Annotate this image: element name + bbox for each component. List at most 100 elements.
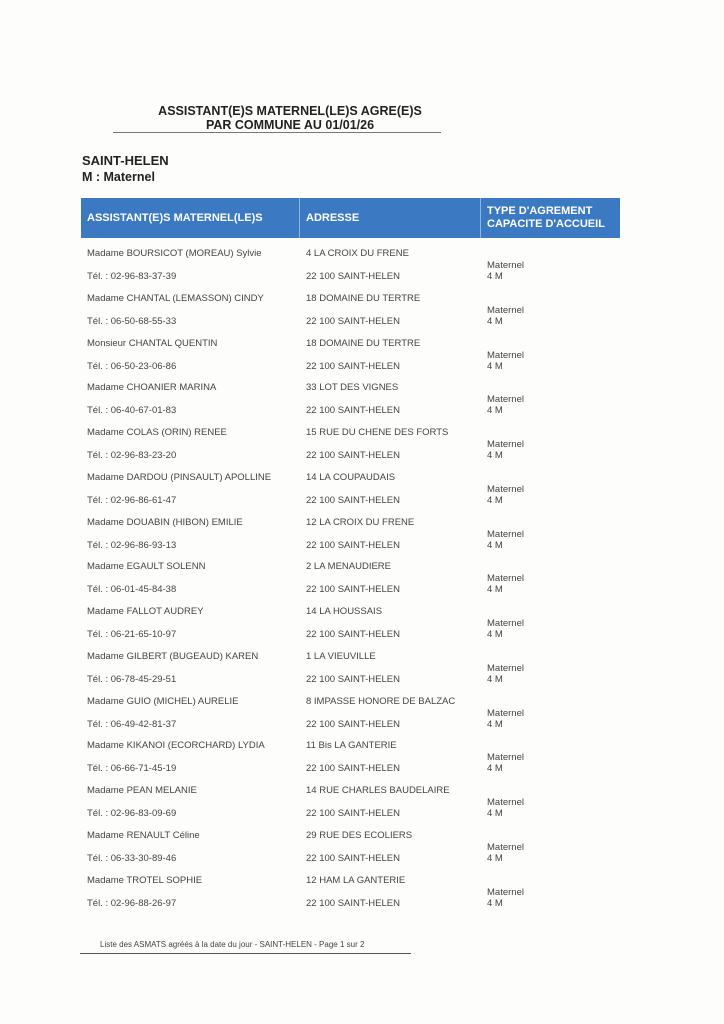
agreement-type: Maternel [487, 841, 524, 853]
assistant-phone: Tél. : 02-96-86-61-47 [87, 494, 177, 506]
address-city: 22 100 SAINT-HELEN [306, 718, 400, 730]
table-row: Madame KIKANOI (ECORCHARD) LYDIA Tél. : 0… [81, 737, 620, 781]
agreement-type: Maternel [487, 439, 524, 450]
table-row: Madame DARDOU (PINSAULT) APOLLINE Tél. : … [81, 469, 620, 513]
assistant-name: Madame CHOANIER MARINA [87, 382, 217, 394]
address-city: 22 100 SAINT-HELEN [306, 405, 400, 417]
table-row: Madame DOUABIN (HIBON) EMILIE Tél. : 02-9… [81, 514, 620, 558]
address-street: 11 Bis LA GANTERIE [306, 740, 397, 752]
address-street: 2 LA MENAUDIERE [306, 561, 391, 573]
address-street: 12 HAM LA GANTERIE [306, 874, 406, 886]
address-street: 18 DOMAINE DU TERTRE [306, 337, 421, 349]
assistant-name: Madame BOURSICOT (MOREAU) Sylvie [87, 248, 262, 259]
address-street: 4 LA CROIX DU FRENE [306, 248, 409, 259]
document-title-line1: ASSISTANT(E)S MATERNEL(LE)S AGRE(E)S [158, 104, 422, 118]
agreement-type: Maternel [487, 304, 524, 316]
assistant-phone: Tél. : 06-40-67-01-83 [87, 405, 177, 417]
assistant-name: Madame TROTEL SOPHIE [87, 874, 203, 886]
table-row: Madame EGAULT SOLENN Tél. : 06-01-45-84-3… [81, 558, 620, 602]
reception-capacity: 4 M [487, 450, 503, 461]
assistant-phone: Tél. : 02-96-83-23-20 [87, 450, 177, 461]
agreement-type: Maternel [487, 618, 524, 629]
table-row: Madame BOURSICOT (MOREAU) Sylvie Tél. : 0… [81, 245, 620, 289]
address-city: 22 100 SAINT-HELEN [306, 271, 400, 282]
assistant-phone: Tél. : 06-50-23-06-86 [87, 360, 177, 372]
assistant-name: Monsieur CHANTAL QUENTIN [87, 337, 218, 349]
address-street: 18 DOMAINE DU TERTRE [306, 292, 421, 304]
column-header-type: TYPE D'AGREMENT [487, 205, 593, 217]
assistant-name: Madame FALLOT AUDREY [87, 606, 204, 617]
address-city: 22 100 SAINT-HELEN [306, 584, 400, 596]
address-street: 14 LA HOUSSAIS [306, 606, 383, 617]
assistant-name: Madame PEAN MELANIE [87, 785, 197, 796]
assistant-phone: Tél. : 02-96-83-09-69 [87, 808, 177, 819]
agreement-type: Maternel [487, 797, 524, 808]
assistant-name: Madame COLAS (ORIN) RENEE [87, 427, 227, 438]
address-street: 29 RUE DES ECOLIERS [306, 829, 413, 841]
table-row: Madame GUIO (MICHEL) AURELIE Tél. : 06-49… [81, 693, 620, 737]
address-city: 22 100 SAINT-HELEN [306, 494, 400, 506]
assistant-phone: Tél. : 06-33-30-89-46 [87, 852, 177, 864]
assistant-phone: Tél. : 06-50-68-55-33 [87, 315, 177, 327]
column-header-address: ADRESSE [300, 198, 481, 238]
page-footer: Liste des ASMATS agréés à la date du jou… [100, 940, 365, 949]
agreement-type: Maternel [487, 886, 524, 898]
agreement-type: Maternel [487, 573, 524, 585]
address-street: 1 LA VIEUVILLE [306, 650, 376, 662]
reception-capacity: 4 M [487, 271, 503, 282]
assistant-phone: Tél. : 06-66-71-45-19 [87, 763, 177, 775]
reception-capacity: 4 M [487, 539, 503, 551]
agreement-type: Maternel [487, 483, 524, 495]
commune-name: SAINT-HELEN [82, 153, 169, 168]
assistant-phone: Tél. : 02-96-83-37-39 [87, 271, 177, 282]
column-header-type-capacity: TYPE D'AGREMENT CAPACITE D'ACCUEIL [481, 198, 620, 238]
reception-capacity: 4 M [487, 718, 503, 730]
table-header: ASSISTANT(E)S MATERNEL(LE)S ADRESSE TYPE… [81, 198, 620, 238]
agreement-type: Maternel [487, 394, 524, 406]
reception-capacity: 4 M [487, 673, 503, 685]
table-row: Madame COLAS (ORIN) RENEE Tél. : 02-96-83… [81, 424, 620, 468]
address-city: 22 100 SAINT-HELEN [306, 450, 400, 461]
column-header-capacity: CAPACITE D'ACCUEIL [487, 218, 605, 230]
assistant-phone: Tél. : 06-78-45-29-51 [87, 673, 177, 685]
reception-capacity: 4 M [487, 897, 503, 909]
table-row: Madame FALLOT AUDREY Tél. : 06-21-65-10-9… [81, 603, 620, 647]
assistant-name: Madame CHANTAL (LEMASSON) CINDY [87, 292, 264, 304]
reception-capacity: 4 M [487, 629, 503, 640]
title-underline [113, 132, 441, 133]
reception-capacity: 4 M [487, 763, 503, 775]
assistant-phone: Tél. : 06-21-65-10-97 [87, 629, 177, 640]
reception-capacity: 4 M [487, 315, 503, 327]
agreement-type: Maternel [487, 260, 524, 271]
table-row: Madame CHOANIER MARINA Tél. : 06-40-67-01… [81, 379, 620, 423]
type-legend: M : Maternel [82, 170, 155, 184]
address-street: 8 IMPASSE HONORE DE BALZAC [306, 695, 456, 707]
agreement-type: Maternel [487, 707, 524, 719]
table-row: Monsieur CHANTAL QUENTIN Tél. : 06-50-23-… [81, 335, 620, 379]
assistant-name: Madame GILBERT (BUGEAUD) KAREN [87, 650, 259, 662]
assistant-name: Madame GUIO (MICHEL) AURELIE [87, 695, 239, 707]
document-title-line2: PAR COMMUNE AU 01/01/26 [205, 118, 375, 132]
table-row: Madame RENAULT Céline Tél. : 06-33-30-89-… [81, 827, 620, 871]
address-city: 22 100 SAINT-HELEN [306, 897, 400, 909]
address-city: 22 100 SAINT-HELEN [306, 539, 400, 551]
column-header-assistant: ASSISTANT(E)S MATERNEL(LE)S [81, 198, 300, 238]
address-street: 33 LOT DES VIGNES [306, 382, 399, 394]
assistant-name: Madame DARDOU (PINSAULT) APOLLINE [87, 471, 272, 483]
address-street: 12 LA CROIX DU FRENE [306, 516, 415, 528]
assistant-phone: Tél. : 02-96-86-93-13 [87, 539, 177, 551]
address-city: 22 100 SAINT-HELEN [306, 763, 400, 775]
address-city: 22 100 SAINT-HELEN [306, 852, 400, 864]
assistant-phone: Tél. : 02-96-88-26-97 [87, 897, 177, 909]
agreement-type: Maternel [487, 349, 524, 361]
reception-capacity: 4 M [487, 405, 503, 417]
reception-capacity: 4 M [487, 852, 503, 864]
reception-capacity: 4 M [487, 494, 503, 506]
address-city: 22 100 SAINT-HELEN [306, 629, 400, 640]
footer-rule [80, 953, 411, 954]
address-street: 14 RUE CHARLES BAUDELAIRE [306, 785, 450, 796]
table-row: Madame TROTEL SOPHIE Tél. : 02-96-88-26-9… [81, 872, 620, 916]
agreement-type: Maternel [487, 662, 524, 674]
table-row: Madame GILBERT (BUGEAUD) KAREN Tél. : 06-… [81, 648, 620, 692]
assistant-phone: Tél. : 06-01-45-84-38 [87, 584, 177, 596]
